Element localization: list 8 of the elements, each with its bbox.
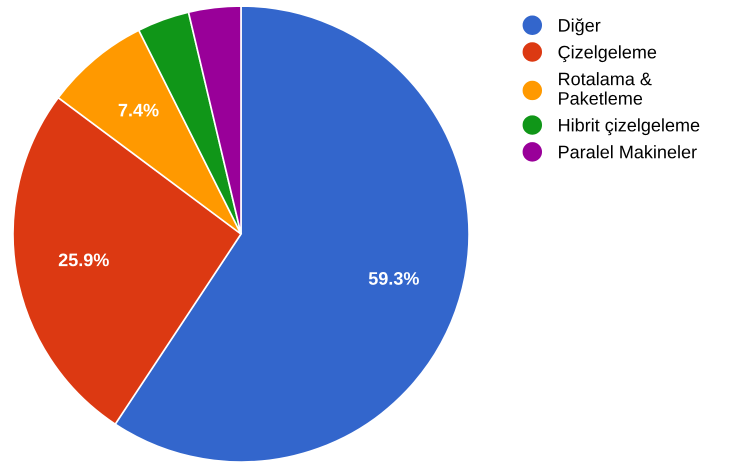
data-label: 25.9% [58, 254, 109, 266]
legend-label: Paralel Makineler [559, 145, 697, 158]
legend-label: Diğer [559, 18, 600, 36]
data-label: 7.4% [118, 104, 159, 116]
data-label: 59.3% [368, 272, 419, 285]
legend-label: Rotalama & Paketleme [559, 72, 652, 105]
legend-label: Hibrit çizelgeleme [559, 118, 700, 136]
legend-label: Çizelgeleme [558, 45, 656, 62]
